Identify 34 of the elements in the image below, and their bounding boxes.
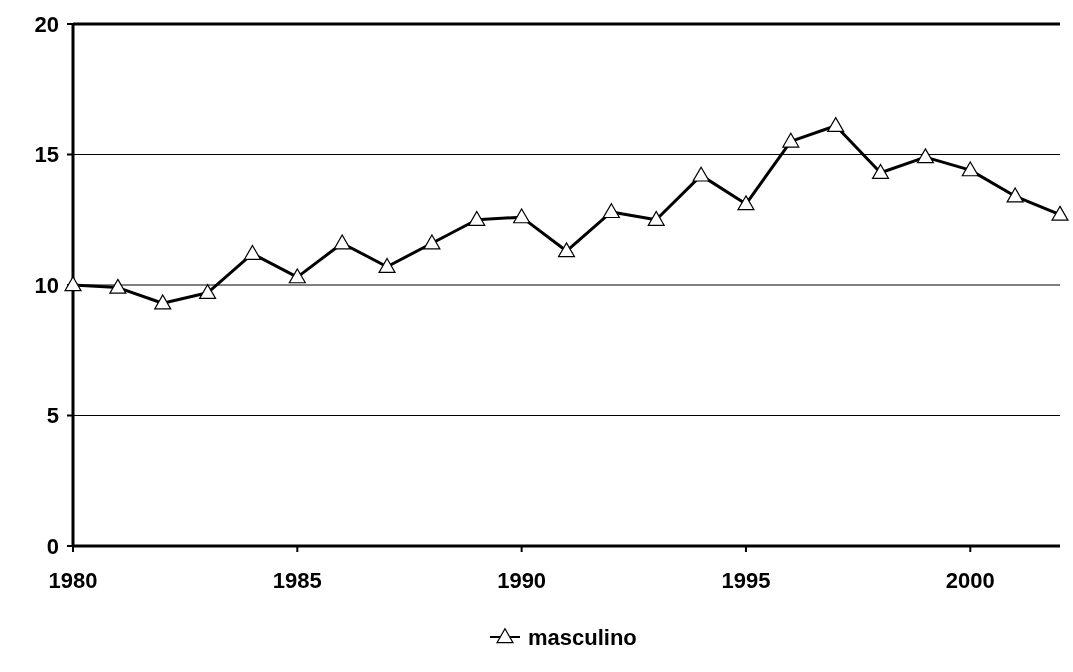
point [916,148,934,164]
point [333,234,351,250]
x-tick-label: 1985 [272,568,322,593]
y-tick-label: 20 [34,11,59,37]
point [782,132,800,148]
point [557,242,576,258]
point [1051,205,1069,221]
point [827,116,845,132]
point [288,268,306,284]
x-tick-label: 2000 [945,568,995,593]
point [423,234,441,250]
point [602,203,620,219]
point [1006,187,1024,203]
y-tick-label: 10 [34,272,59,298]
legend-label: masculino [528,624,637,650]
point [692,166,710,182]
x-tick-label: 1990 [497,568,547,593]
point [513,208,531,224]
point [243,244,262,260]
x-tick-label: 1980 [48,568,98,593]
y-tick-label: 15 [34,142,59,168]
point [468,210,486,226]
point [647,210,665,226]
point [961,161,979,177]
y-tick-label: 0 [46,533,59,559]
x-tick-label: 1995 [721,568,771,593]
y-tick-label: 5 [46,403,59,429]
point [154,294,172,310]
point [64,276,82,292]
point [737,195,755,211]
point [378,257,396,273]
point [199,284,217,300]
point [871,163,890,179]
point [109,278,127,294]
